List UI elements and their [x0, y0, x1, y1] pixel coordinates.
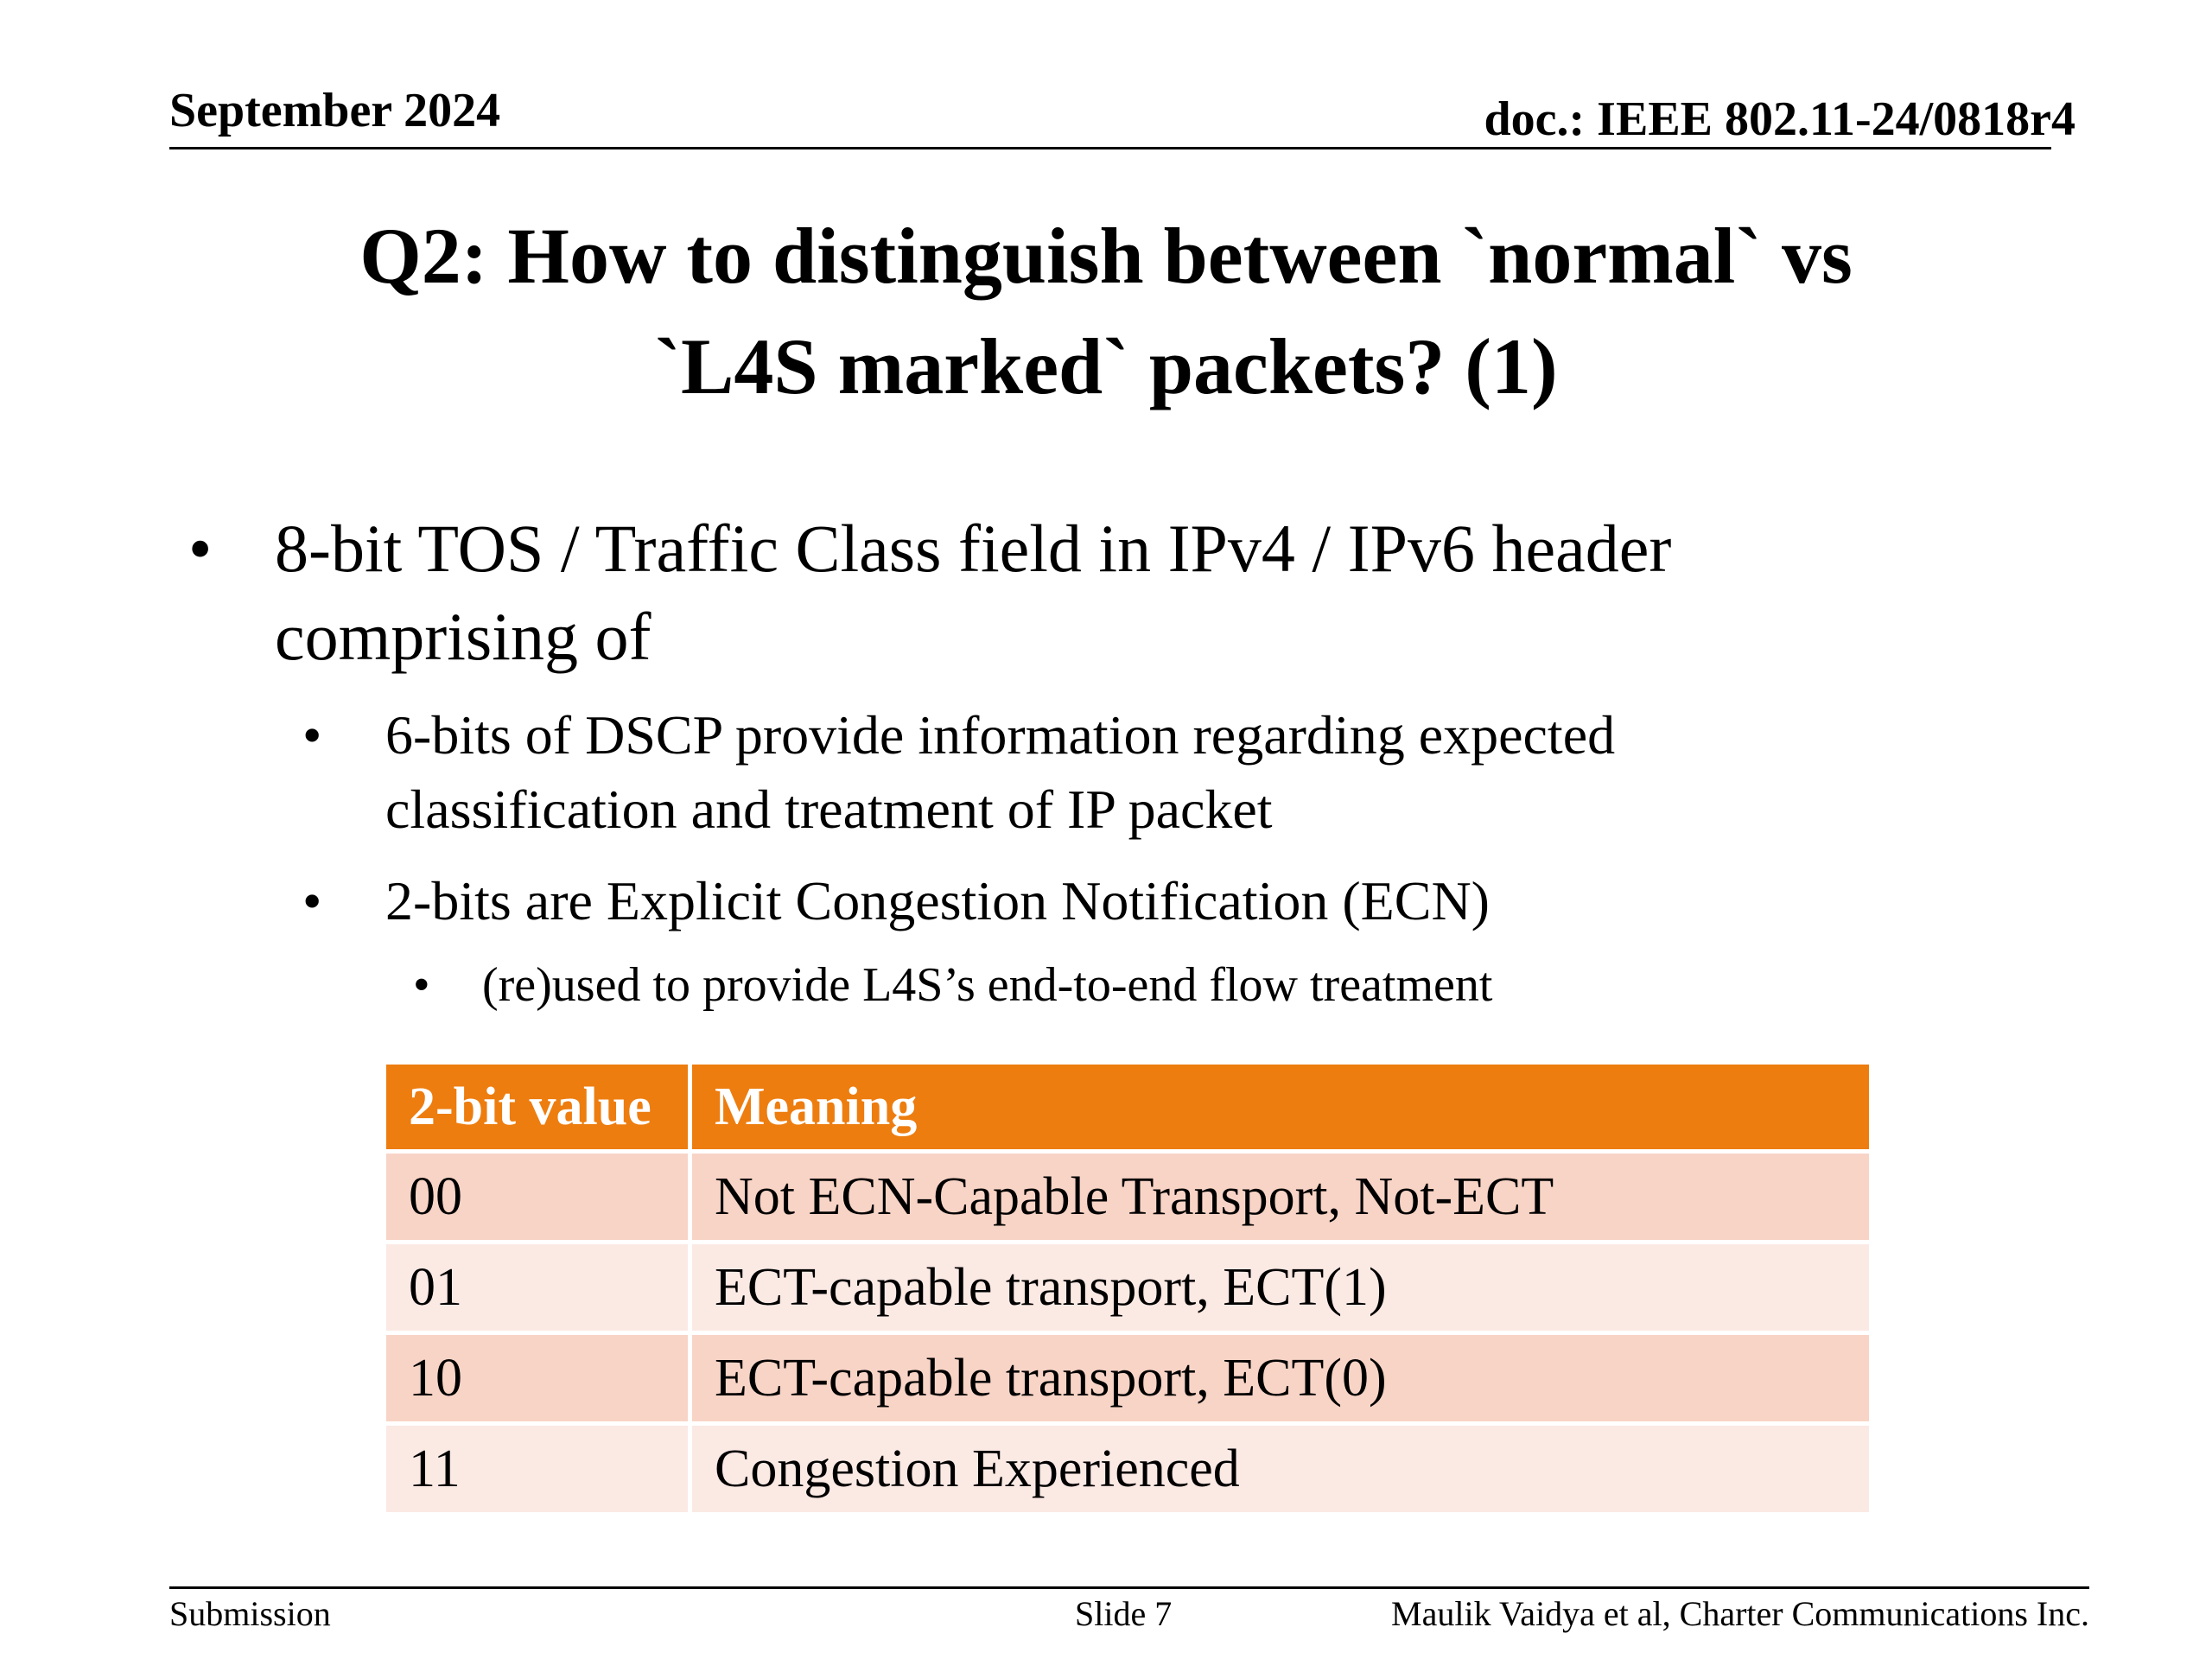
table-cell-value: 01	[382, 1240, 692, 1335]
bullet-level3-marker: •	[413, 958, 430, 1012]
table-header-cell: Meaning	[688, 1060, 1873, 1154]
table-cell-meaning: ECT-capable transport, ECT(1)	[688, 1240, 1873, 1335]
bullet-level1-text-line2: comprising of	[275, 599, 652, 674]
bullet-level2-marker-1: •	[302, 704, 322, 766]
bullet-level1-marker: •	[188, 511, 213, 586]
table-cell-value: 00	[382, 1149, 692, 1244]
table-cell-meaning: Not ECN-Capable Transport, Not-ECT	[688, 1149, 1873, 1244]
table-row: 00 Not ECN-Capable Transport, Not-ECT	[382, 1149, 1873, 1244]
header-doc-id: doc.: IEEE 802.11-24/0818r4	[1484, 92, 2075, 146]
table-header-cell: 2-bit value	[382, 1060, 692, 1154]
table-cell-value: 10	[382, 1331, 692, 1426]
footer-submission: Submission	[169, 1594, 331, 1633]
header-date: September 2024	[169, 84, 501, 137]
slide-title-line-2: `L4S marked` packets? (1)	[654, 322, 1558, 410]
ecn-table: 2-bit value Meaning 00 Not ECN-Capable T…	[382, 1060, 1873, 1516]
bullet-level2-text-2: 2-bits are Explicit Congestion Notificat…	[385, 870, 1490, 931]
table-cell-meaning: ECT-capable transport, ECT(0)	[688, 1331, 1873, 1426]
bullet-level3-text: (re)used to provide L4S’s end-to-end flo…	[482, 958, 1493, 1012]
table-cell-meaning: Congestion Experienced	[688, 1421, 1873, 1516]
bullet-level2-marker-2: •	[302, 870, 322, 931]
slide-title-line-1: Q2: How to distinguish between `normal` …	[359, 212, 1853, 300]
bullet-level1-text-line1: 8-bit TOS / Traffic Class field in IPv4 …	[275, 511, 1672, 586]
table-header-row: 2-bit value Meaning	[382, 1060, 1873, 1154]
header-rule	[169, 147, 2051, 149]
table-cell-value: 11	[382, 1421, 692, 1516]
table-row: 10 ECT-capable transport, ECT(0)	[382, 1331, 1873, 1426]
bullet-level2-text-1-line1: 6-bits of DSCP provide information regar…	[385, 704, 1616, 766]
bullet-level2-text-1-line2: classification and treatment of IP packe…	[385, 779, 1273, 840]
table-row: 11 Congestion Experienced	[382, 1421, 1873, 1516]
footer-authors: Maulik Vaidya et al, Charter Communicati…	[1391, 1594, 2089, 1633]
table-row: 01 ECT-capable transport, ECT(1)	[382, 1240, 1873, 1335]
slide-title: Q2: How to distinguish between `normal` …	[173, 200, 2039, 422]
footer-slide-number: Slide 7	[1075, 1594, 1173, 1633]
footer-rule	[169, 1586, 2089, 1589]
